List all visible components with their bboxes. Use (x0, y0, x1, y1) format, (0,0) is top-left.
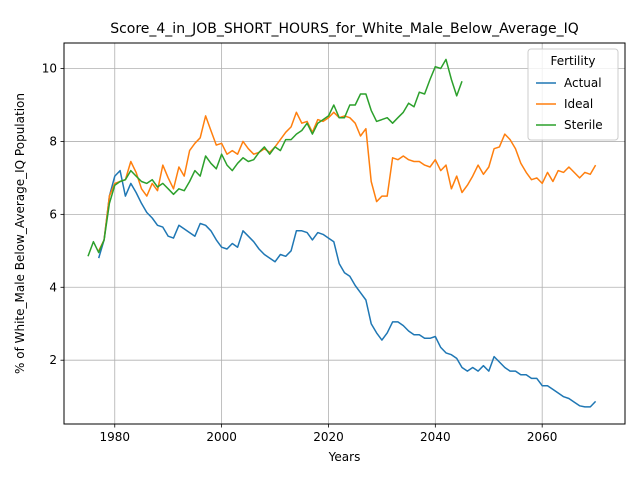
legend: Fertility Actual Ideal Sterile (527, 48, 619, 141)
series-layer (87, 58, 597, 408)
x-tick-label: 1980 (99, 430, 130, 444)
series-line-ideal (98, 111, 597, 252)
chart-title: Score_4_in_JOB_SHORT_HOURS_for_White_Mal… (110, 21, 579, 37)
legend-label-ideal: Ideal (564, 97, 593, 111)
x-tick-label: 2060 (527, 430, 558, 444)
x-tick-label: 2000 (206, 430, 237, 444)
series-line-actual (97, 169, 597, 408)
y-tick-label: 2 (49, 353, 57, 367)
legend-items: Actual Ideal Sterile (536, 76, 603, 132)
x-axis-label: Years (328, 450, 361, 464)
legend-label-sterile: Sterile (564, 118, 603, 132)
x-axis-ticks: 1980 2000 2020 2040 2060 (99, 424, 557, 444)
series-line-sterile (87, 58, 463, 257)
legend-title: Fertility (550, 54, 595, 68)
y-axis-label: % of White_Male Below_Average_IQ Populat… (13, 93, 27, 374)
y-tick-label: 10 (42, 62, 57, 76)
x-tick-label: 2020 (313, 430, 344, 444)
y-tick-label: 8 (49, 134, 57, 148)
legend-box (527, 48, 619, 141)
y-axis-ticks: 2 4 6 8 10 (42, 62, 64, 367)
plot-frame (63, 42, 626, 425)
y-tick-label: 6 (49, 207, 57, 221)
legend-label-actual: Actual (564, 76, 602, 90)
y-tick-label: 4 (49, 280, 57, 294)
x-tick-label: 2040 (420, 430, 451, 444)
